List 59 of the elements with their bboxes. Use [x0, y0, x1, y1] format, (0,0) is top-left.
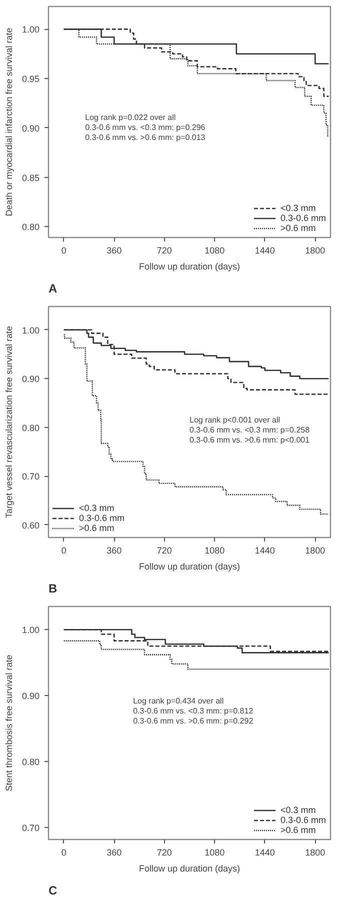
annotation: 0.3-0.6 mm vs. >0.6 mm: p=0.292 — [133, 716, 254, 726]
annotation: Log rank p=0.434 over all — [133, 696, 224, 706]
y-axis-title: Target vessel revascularization free survival rate — [4, 326, 14, 518]
y-axis-title: Death or myocardial infarction free survival rate — [4, 28, 14, 216]
x-axis-title: Follow up duration (days) — [138, 562, 240, 572]
x-tick-label: 360 — [106, 848, 122, 858]
y-tick-label: 0.85 — [22, 172, 40, 183]
x-tick-label: 1440 — [254, 546, 275, 556]
y-tick-label: 0.80 — [22, 757, 40, 768]
annotation: 0.3-0.6 mm vs. <0.3 mm: p=0.296 — [85, 123, 206, 132]
y-tick-label: 0.80 — [22, 222, 40, 232]
y-tick-label: 0.70 — [22, 472, 40, 482]
annotation: 0.3-0.6 mm vs. <0.3 mm: p=0.812 — [133, 706, 254, 716]
y-axis-title: Stent thrombosis free survival rate — [4, 654, 14, 792]
x-tick-label: 0 — [61, 848, 66, 858]
y-tick-label: 0.70 — [22, 823, 40, 834]
y-tick-label: 1.00 — [22, 325, 40, 336]
y-tick-label: 1.00 — [22, 24, 40, 35]
y-tick-label: 0.60 — [22, 520, 40, 530]
annotation: Log rank p<0.001 over all — [190, 415, 280, 424]
x-axis-title: Follow up duration (days) — [138, 262, 240, 272]
legend-label: >0.6 mm — [79, 523, 114, 533]
x-tick-label: 360 — [106, 246, 122, 256]
x-tick-label: 1800 — [305, 848, 326, 858]
x-tick-label: 1800 — [305, 546, 326, 556]
y-tick-label: 0.80 — [22, 422, 40, 433]
legend-label: 0.3-0.6 mm — [79, 513, 125, 523]
legend-label: <0.3 mm — [280, 805, 316, 815]
x-tick-label: 1080 — [204, 546, 225, 556]
legend-label: <0.3 mm — [79, 503, 114, 513]
y-tick-label: 0.90 — [22, 123, 40, 134]
annotation: 0.3-0.6 mm vs. <0.3 mm: p=0.258 — [190, 425, 310, 434]
text: A — [48, 282, 58, 296]
legend-label: >0.6 mm — [280, 825, 316, 835]
x-tick-label: 720 — [156, 848, 172, 858]
x-tick-label: 360 — [106, 546, 122, 556]
x-tick-label: 1080 — [204, 848, 225, 858]
x-tick-label: 720 — [156, 546, 172, 556]
annotation: 0.3-0.6 mm vs. >0.6 mm: p=0.013 — [85, 133, 206, 142]
y-tick-label: 1.00 — [22, 625, 40, 636]
x-tick-label: 0 — [61, 246, 66, 256]
x-tick-label: 0 — [61, 546, 66, 556]
annotation: Log rank p=0.022 over all — [85, 113, 176, 122]
y-tick-label: 0.95 — [22, 74, 40, 84]
legend-label: 0.3-0.6 mm — [280, 213, 326, 223]
x-tick-label: 1080 — [204, 246, 225, 256]
legend-label: >0.6 mm — [280, 223, 316, 233]
x-tick-label: 1440 — [254, 848, 275, 858]
annotation: 0.3-0.6 mm vs. >0.6 mm: p<0.001 — [190, 435, 310, 444]
legend-label: 0.3-0.6 mm — [280, 815, 326, 825]
x-axis-title: Follow up duration (days) — [138, 864, 240, 874]
x-tick-label: 1800 — [305, 246, 326, 256]
x-tick-label: 720 — [156, 246, 172, 256]
x-tick-label: 1440 — [254, 246, 275, 256]
legend-label: <0.3 mm — [280, 203, 316, 213]
y-tick-label: 0.90 — [22, 691, 40, 702]
text: C — [48, 884, 58, 898]
y-tick-label: 0.90 — [22, 374, 40, 384]
text: B — [48, 582, 58, 596]
